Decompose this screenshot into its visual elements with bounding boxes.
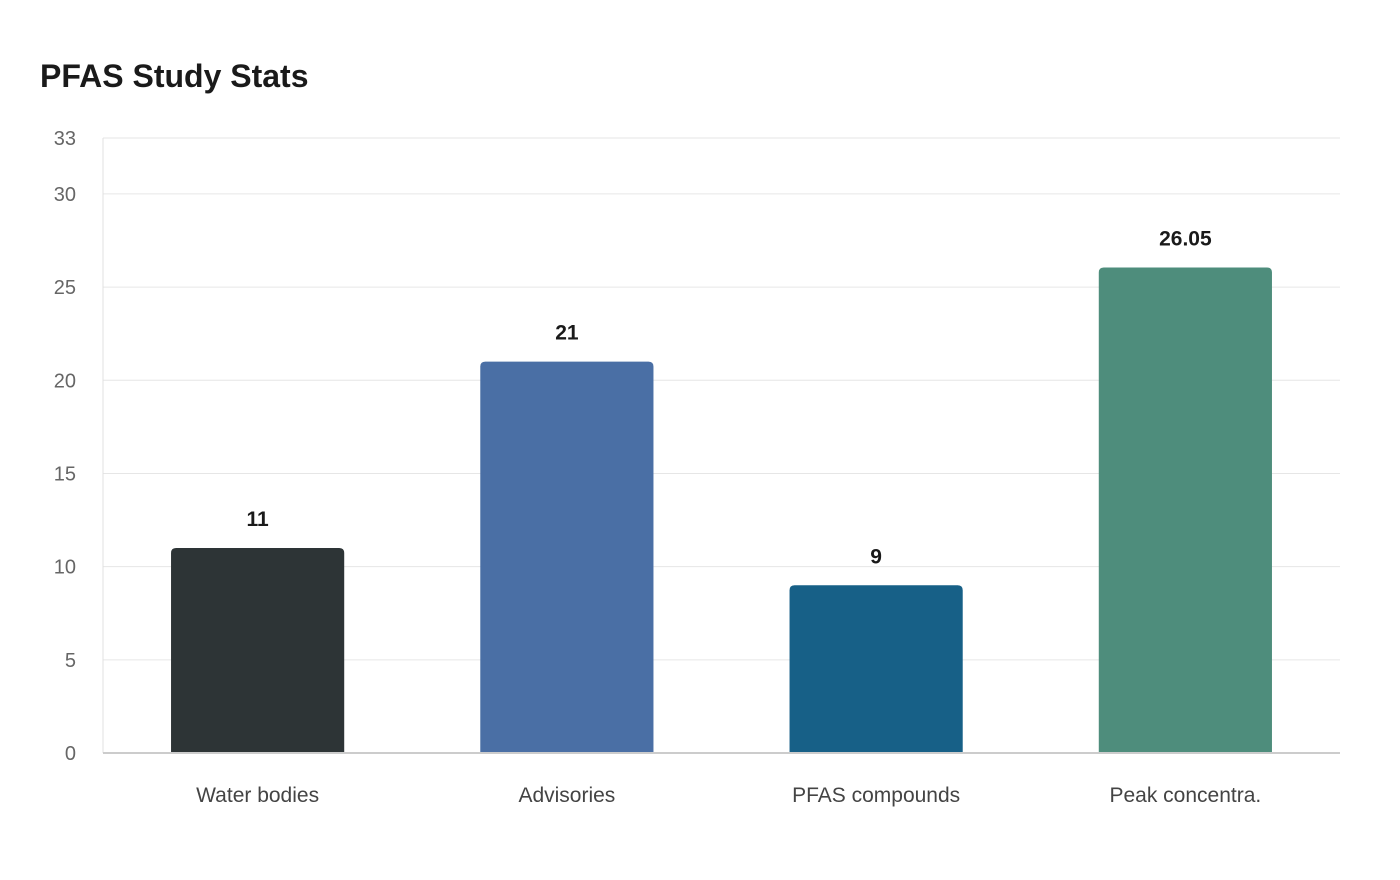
bar-value-label: 21: [555, 322, 579, 345]
y-axis-ticks: 0 5 10 15 20 25 30 33: [54, 128, 76, 765]
bar: [171, 548, 345, 753]
x-axis-labels: Water bodies Advisories PFAS compounds Peak…: [196, 784, 1261, 807]
bars: [171, 267, 1272, 753]
y-tick-label: 5: [65, 650, 76, 672]
bar: [480, 361, 654, 753]
bar: [789, 585, 963, 753]
bar-value-label: 11: [247, 508, 270, 531]
y-tick-label: 33: [54, 128, 76, 150]
x-category-label: Peak concentra.: [1109, 784, 1261, 807]
bar: [1098, 267, 1272, 753]
bar-value-label: 26.05: [1159, 228, 1212, 251]
y-tick-label: 25: [54, 277, 76, 299]
x-category-label: PFAS compounds: [792, 784, 960, 807]
bar-value-label: 9: [870, 545, 882, 568]
y-tick-label: 30: [54, 184, 76, 206]
y-tick-label: 10: [54, 557, 76, 579]
value-labels: 11 21 9 26.05: [247, 228, 1212, 569]
y-tick-label: 15: [54, 463, 76, 485]
axes: [102, 138, 1340, 754]
y-tick-label: 20: [54, 370, 76, 392]
x-category-label: Water bodies: [196, 784, 319, 807]
y-tick-label: 0: [65, 743, 76, 765]
x-category-label: Advisories: [518, 784, 615, 807]
chart-title: PFAS Study Stats: [40, 58, 309, 94]
